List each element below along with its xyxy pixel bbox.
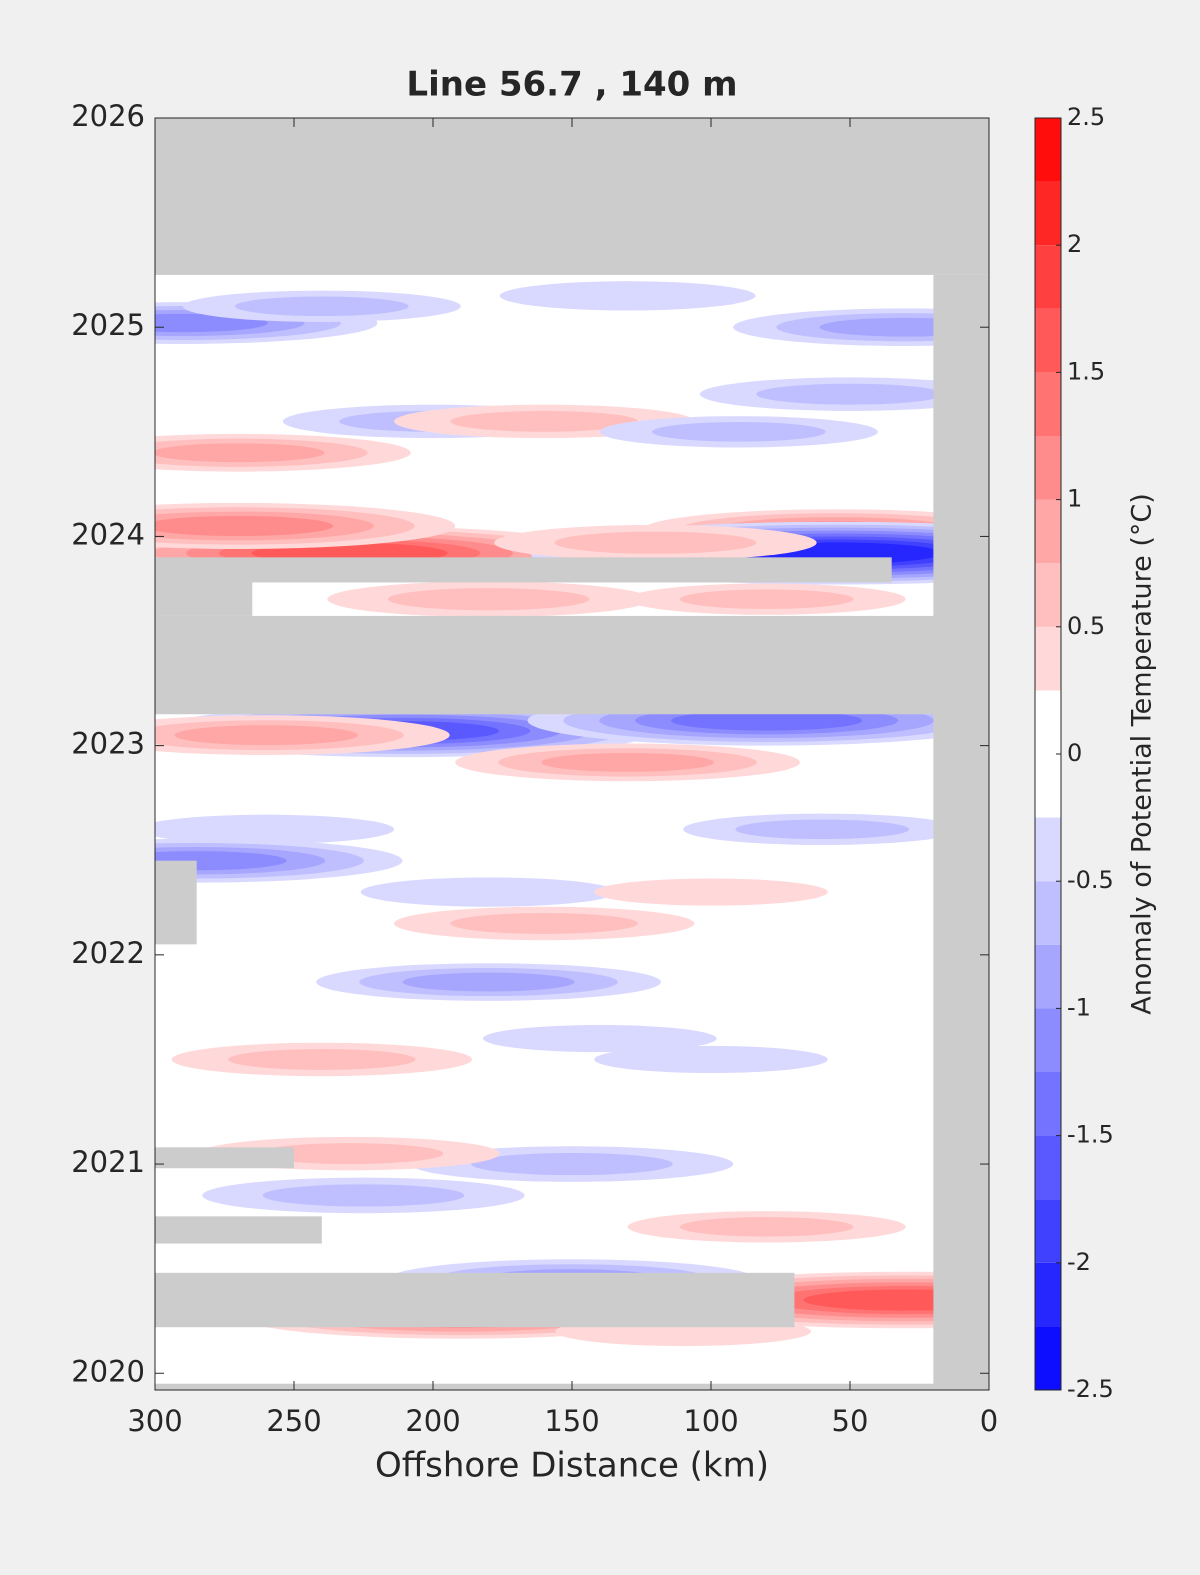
anomaly-contour xyxy=(450,410,639,432)
no-data-region xyxy=(155,615,989,715)
anomaly-contour xyxy=(234,296,409,317)
colorbar-band xyxy=(1035,1008,1061,1072)
colorbar-tick-label: 2 xyxy=(1067,230,1082,258)
colorbar-tick-label: 0 xyxy=(1067,739,1082,767)
x-tick-label: 0 xyxy=(980,1404,998,1438)
colorbar-band xyxy=(1035,308,1061,373)
anomaly-contour xyxy=(651,422,826,442)
no-data-region xyxy=(155,860,197,945)
anomaly-contour xyxy=(735,819,910,840)
anomaly-contour xyxy=(450,913,639,934)
anomaly-contour xyxy=(155,443,325,463)
colorbar-band xyxy=(1035,245,1061,309)
colorbar-tick-label: 1.5 xyxy=(1067,357,1105,385)
anomaly-contour xyxy=(255,1143,444,1165)
no-data-region xyxy=(155,557,892,583)
x-tick-label: 300 xyxy=(127,1404,182,1438)
no-data-region xyxy=(155,1147,294,1169)
anomaly-contour xyxy=(679,1217,854,1237)
colorbar-band xyxy=(1035,1135,1061,1200)
colorbar-band xyxy=(1035,181,1061,246)
anomaly-contour xyxy=(155,515,334,537)
colorbar-tick-label: -2 xyxy=(1067,1248,1091,1276)
x-tick-label: 100 xyxy=(683,1404,738,1438)
colorbar-band xyxy=(1035,817,1061,882)
no-data-region xyxy=(155,118,989,275)
colorbar-label: Anomaly of Potential Temperature (°C) xyxy=(1127,493,1158,1015)
colorbar-band xyxy=(1035,1262,1061,1327)
colorbar-band xyxy=(1035,1326,1061,1390)
y-tick-label: 2026 xyxy=(71,99,145,133)
colorbar-band xyxy=(1035,436,1061,500)
no-data-region xyxy=(933,274,989,1390)
y-tick-label: 2023 xyxy=(71,727,145,761)
x-tick-label: 50 xyxy=(832,1404,869,1438)
anomaly-contour xyxy=(554,531,757,554)
colorbar-band xyxy=(1035,626,1061,691)
anomaly-contour xyxy=(262,1184,465,1207)
y-tick-label: 2021 xyxy=(71,1145,145,1179)
colorbar-band xyxy=(1035,118,1061,182)
anomaly-contour xyxy=(756,383,944,405)
y-tick-label: 2024 xyxy=(71,517,145,551)
anomaly-contour xyxy=(594,1045,828,1074)
colorbar-tick-label: 2.5 xyxy=(1067,103,1105,131)
anomaly-contour xyxy=(670,710,863,731)
anomaly-contour xyxy=(471,1152,673,1176)
x-axis-label: Offshore Distance (km) xyxy=(375,1446,769,1486)
chart-title: Line 56.7 , 140 m xyxy=(406,65,737,105)
x-tick-label: 250 xyxy=(266,1404,321,1438)
anomaly-contour xyxy=(227,1048,416,1070)
anomaly-contour xyxy=(483,1024,717,1053)
anomaly-contour xyxy=(387,588,590,611)
colorbar-band xyxy=(1035,1199,1061,1263)
x-tick-label: 150 xyxy=(544,1404,599,1438)
no-data-region xyxy=(155,582,253,616)
colorbar-tick-label: -2.5 xyxy=(1067,1375,1114,1403)
colorbar-band xyxy=(1035,944,1061,1009)
colorbar-tick-label: -0.5 xyxy=(1067,866,1114,894)
anomaly-contour xyxy=(155,814,395,844)
y-tick-label: 2020 xyxy=(71,1354,145,1388)
anomaly-contour xyxy=(541,752,714,772)
anomaly-contour xyxy=(679,589,854,609)
y-tick-label: 2022 xyxy=(71,936,145,970)
anomaly-contour xyxy=(360,877,617,907)
x-tick-label: 200 xyxy=(405,1404,460,1438)
anomaly-contour xyxy=(402,972,575,992)
no-data-region xyxy=(155,1216,322,1244)
anomaly-contour xyxy=(174,725,358,746)
no-data-region xyxy=(155,1272,795,1328)
y-tick-label: 2025 xyxy=(71,308,145,342)
anomaly-contour xyxy=(155,851,287,871)
anomaly-contour xyxy=(499,281,756,311)
colorbar-tick-label: -1.5 xyxy=(1067,1121,1114,1149)
colorbar-band xyxy=(1035,563,1061,627)
plot-area xyxy=(155,118,989,1390)
colorbar-band xyxy=(1035,499,1061,564)
colorbar-band xyxy=(1035,372,1061,436)
colorbar-band xyxy=(1035,1072,1061,1136)
colorbar-tick-label: 1 xyxy=(1067,485,1082,513)
colorbar-band xyxy=(1035,881,1061,945)
anomaly-contour xyxy=(594,878,828,906)
colorbar-tick-label: 0.5 xyxy=(1067,612,1105,640)
colorbar-tick-label: -1 xyxy=(1067,993,1091,1021)
